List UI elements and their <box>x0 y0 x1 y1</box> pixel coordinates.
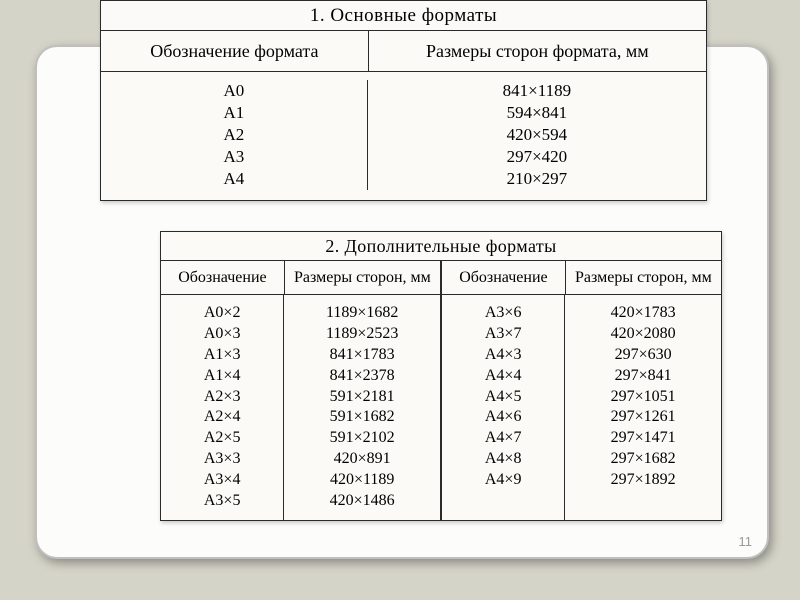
table2-format-name: A3×5 <box>204 491 241 512</box>
table2-format-size: 1189×2523 <box>326 324 398 345</box>
table2-format-name: A3×6 <box>485 303 522 324</box>
table1-format-size: 210×297 <box>368 168 706 190</box>
table2-sizes-col-a: 1189×16821189×2523841×1783841×2378591×21… <box>284 295 442 520</box>
table2-format-size: 591×2102 <box>330 428 395 449</box>
table2-format-size: 420×2080 <box>611 324 676 345</box>
table2-format-size: 841×1783 <box>330 345 395 366</box>
table2-format-size: 297×1682 <box>611 449 676 470</box>
table2-format-name: A4×9 <box>485 470 522 491</box>
table2-format-name: A0×3 <box>204 324 241 345</box>
table2-format-size: 420×891 <box>334 449 391 470</box>
table2-format-size: 297×1471 <box>611 428 676 449</box>
table2-col-header-size-b: Размеры сторон, мм <box>566 261 721 294</box>
table2-format-size: 297×630 <box>615 345 672 366</box>
table2-format-name: A1×4 <box>204 366 241 387</box>
table1-format-name: A2 <box>101 124 367 146</box>
table-additional-formats: 2. Дополнительные форматы Обозначение Ра… <box>160 231 722 521</box>
table2-format-name: A2×4 <box>204 407 241 428</box>
table2-format-name: A4×3 <box>485 345 522 366</box>
table2-format-size: 591×1682 <box>330 407 395 428</box>
table2-names-col-b: A3×6A3×7A4×3A4×4A4×5A4×6A4×7A4×8A4×9 <box>442 295 565 520</box>
table2-format-size: 420×1486 <box>330 491 395 512</box>
table2-format-size: 420×1189 <box>330 470 394 491</box>
table2-title: 2. Дополнительные форматы <box>161 232 721 261</box>
table2-format-size: 420×1783 <box>611 303 676 324</box>
table2-names-col-a: A0×2A0×3A1×3A1×4A2×3A2×4A2×5A3×3A3×4A3×5 <box>161 295 284 520</box>
table1-title: 1. Основные форматы <box>101 1 706 31</box>
table2-col-header-name-b: Обозначение <box>442 261 566 294</box>
table2-col-header-name-a: Обозначение <box>161 261 285 294</box>
table2-format-name: A3×4 <box>204 470 241 491</box>
page-number: 11 <box>739 534 753 549</box>
table2-format-name: A1×3 <box>204 345 241 366</box>
table1-format-size: 297×420 <box>368 146 706 168</box>
table2-format-name: A3×3 <box>204 449 241 470</box>
table2-format-name: A4×4 <box>485 366 522 387</box>
table2-header-row: Обозначение Размеры сторон, мм Обозначен… <box>161 261 721 295</box>
table2-body: A0×2A0×3A1×3A1×4A2×3A2×4A2×5A3×3A3×4A3×5… <box>161 295 721 520</box>
table1-format-name: A3 <box>101 146 367 168</box>
table1-header-row: Обозначение формата Размеры сторон форма… <box>101 31 706 72</box>
table1-col-header-name: Обозначение формата <box>101 31 369 71</box>
table2-format-size: 297×1261 <box>611 407 676 428</box>
table1-col-header-size: Размеры сторон формата, мм <box>369 31 706 71</box>
table1-format-size: 594×841 <box>368 102 706 124</box>
table2-format-size: 841×2378 <box>330 366 395 387</box>
table-main-formats: 1. Основные форматы Обозначение формата … <box>100 0 707 201</box>
table2-format-name: A4×5 <box>485 387 522 408</box>
table2-format-size: 297×841 <box>615 366 672 387</box>
table1-format-size: 841×1189 <box>368 80 706 102</box>
table2-format-size: 297×1892 <box>611 470 676 491</box>
table2-format-size: 591×2181 <box>330 387 395 408</box>
table2-sizes-col-b: 420×1783420×2080297×630297×841297×105129… <box>565 295 721 520</box>
table2-format-size: 1189×1682 <box>326 303 398 324</box>
table2-format-name: A2×3 <box>204 387 241 408</box>
table2-format-name: A4×8 <box>485 449 522 470</box>
table2-format-name: A4×6 <box>485 407 522 428</box>
table2-format-name: A2×5 <box>204 428 241 449</box>
table2-format-name: A0×2 <box>204 303 241 324</box>
table2-format-size: 297×1051 <box>611 387 676 408</box>
table1-names-column: A0A1A2A3A4 <box>101 80 368 190</box>
table1-format-name: A0 <box>101 80 367 102</box>
table2-format-name: A3×7 <box>485 324 522 345</box>
table1-format-name: A1 <box>101 102 367 124</box>
table1-sizes-column: 841×1189594×841420×594297×420210×297 <box>368 80 706 190</box>
table1-format-size: 420×594 <box>368 124 706 146</box>
table1-body: A0A1A2A3A4 841×1189594×841420×594297×420… <box>101 72 706 200</box>
table1-format-name: A4 <box>101 168 367 190</box>
table2-format-name: A4×7 <box>485 428 522 449</box>
table2-col-header-size-a: Размеры сторон, мм <box>285 261 442 294</box>
